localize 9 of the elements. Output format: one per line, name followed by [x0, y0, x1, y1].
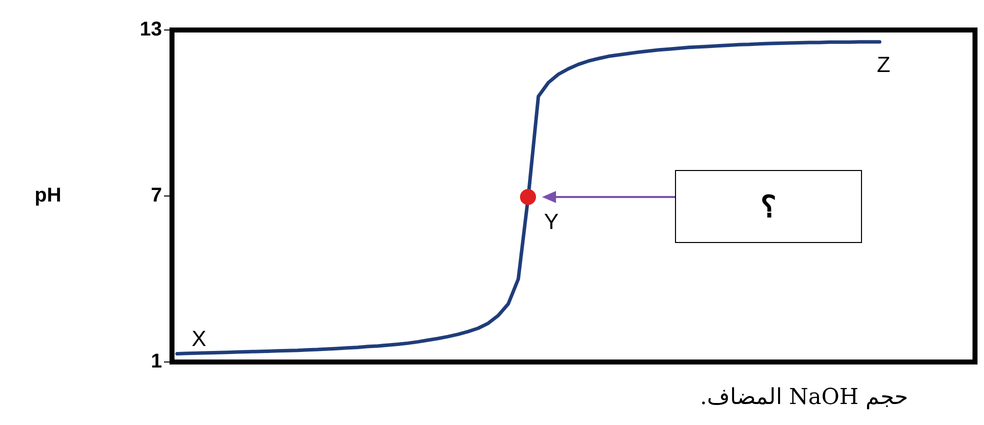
y-axis-title: pH: [34, 184, 62, 207]
y-tick-label: 1: [150, 350, 162, 373]
annotation: Z: [876, 52, 890, 77]
annotation: ؟: [675, 170, 862, 243]
y-tick-label: 13: [140, 18, 162, 41]
x-axis-title: حجم NaOH المضاف.: [700, 384, 910, 410]
annotation: Y: [544, 209, 559, 235]
annotation: X: [192, 326, 207, 351]
y-tick-label: 7: [150, 184, 162, 207]
